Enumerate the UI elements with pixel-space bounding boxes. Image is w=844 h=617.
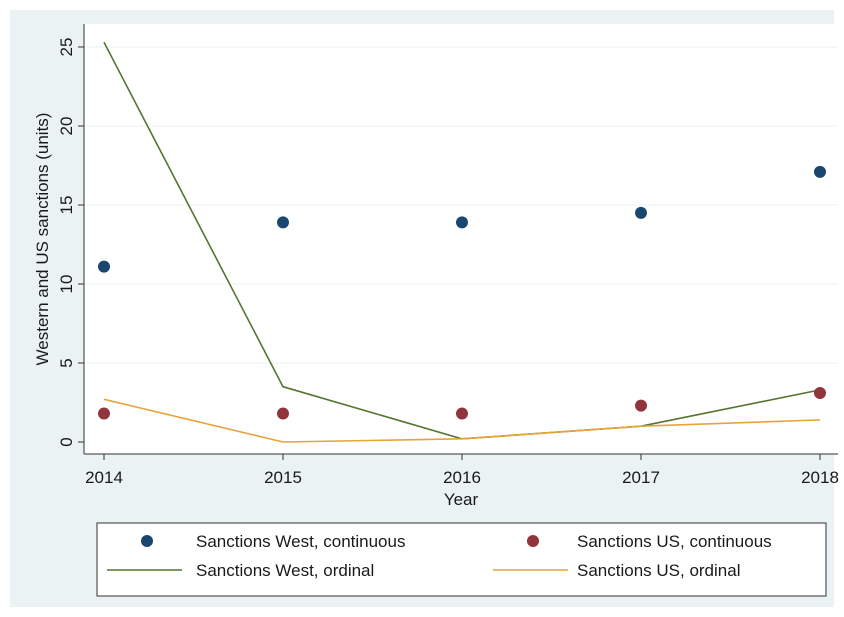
x-tick-label: 2017	[622, 468, 660, 487]
data-point-1-3	[635, 399, 647, 412]
y-tick-label: 15	[57, 196, 76, 215]
data-point-1-1	[277, 407, 289, 420]
x-tick-label: 2018	[801, 468, 839, 487]
x-tick-label: 2015	[264, 468, 302, 487]
y-tick-label: 20	[57, 117, 76, 136]
x-axis-title: Year	[444, 490, 479, 509]
legend: Sanctions West, continuous Sanctions US, …	[107, 532, 772, 580]
data-point-1-0	[98, 407, 110, 420]
legend-box	[96, 522, 827, 597]
y-axis-title: Western and US sanctions (units)	[33, 113, 52, 366]
legend-swatch-0	[141, 535, 153, 547]
series-layer	[98, 41, 826, 443]
data-point-1-2	[456, 407, 468, 420]
data-point-0-0	[98, 260, 110, 273]
series-line-3	[103, 398, 821, 443]
data-point-0-4	[814, 165, 826, 178]
y-tick-label: 0	[57, 437, 76, 446]
plot-area	[84, 24, 838, 454]
data-point-0-2	[456, 216, 468, 229]
data-point-1-4	[814, 387, 826, 400]
grid-lines	[84, 46, 838, 364]
legend-label-2: Sanctions West, ordinal	[196, 561, 374, 580]
x-tick-label: 2014	[85, 468, 123, 487]
legend-swatch-1	[527, 535, 539, 547]
x-tick-label: 2016	[443, 468, 481, 487]
axes	[78, 24, 838, 460]
tick-labels: 0 5 10 15 20 25 2014 2015 2016 2017 2018	[57, 38, 839, 487]
legend-label-0: Sanctions West, continuous	[196, 532, 405, 551]
y-tick-label: 10	[57, 275, 76, 294]
data-point-0-3	[635, 206, 647, 219]
legend-label-1: Sanctions US, continuous	[577, 532, 772, 551]
y-tick-label: 25	[57, 38, 76, 57]
data-point-0-1	[277, 216, 289, 229]
legend-label-3: Sanctions US, ordinal	[577, 561, 740, 580]
y-tick-label: 5	[57, 358, 76, 367]
